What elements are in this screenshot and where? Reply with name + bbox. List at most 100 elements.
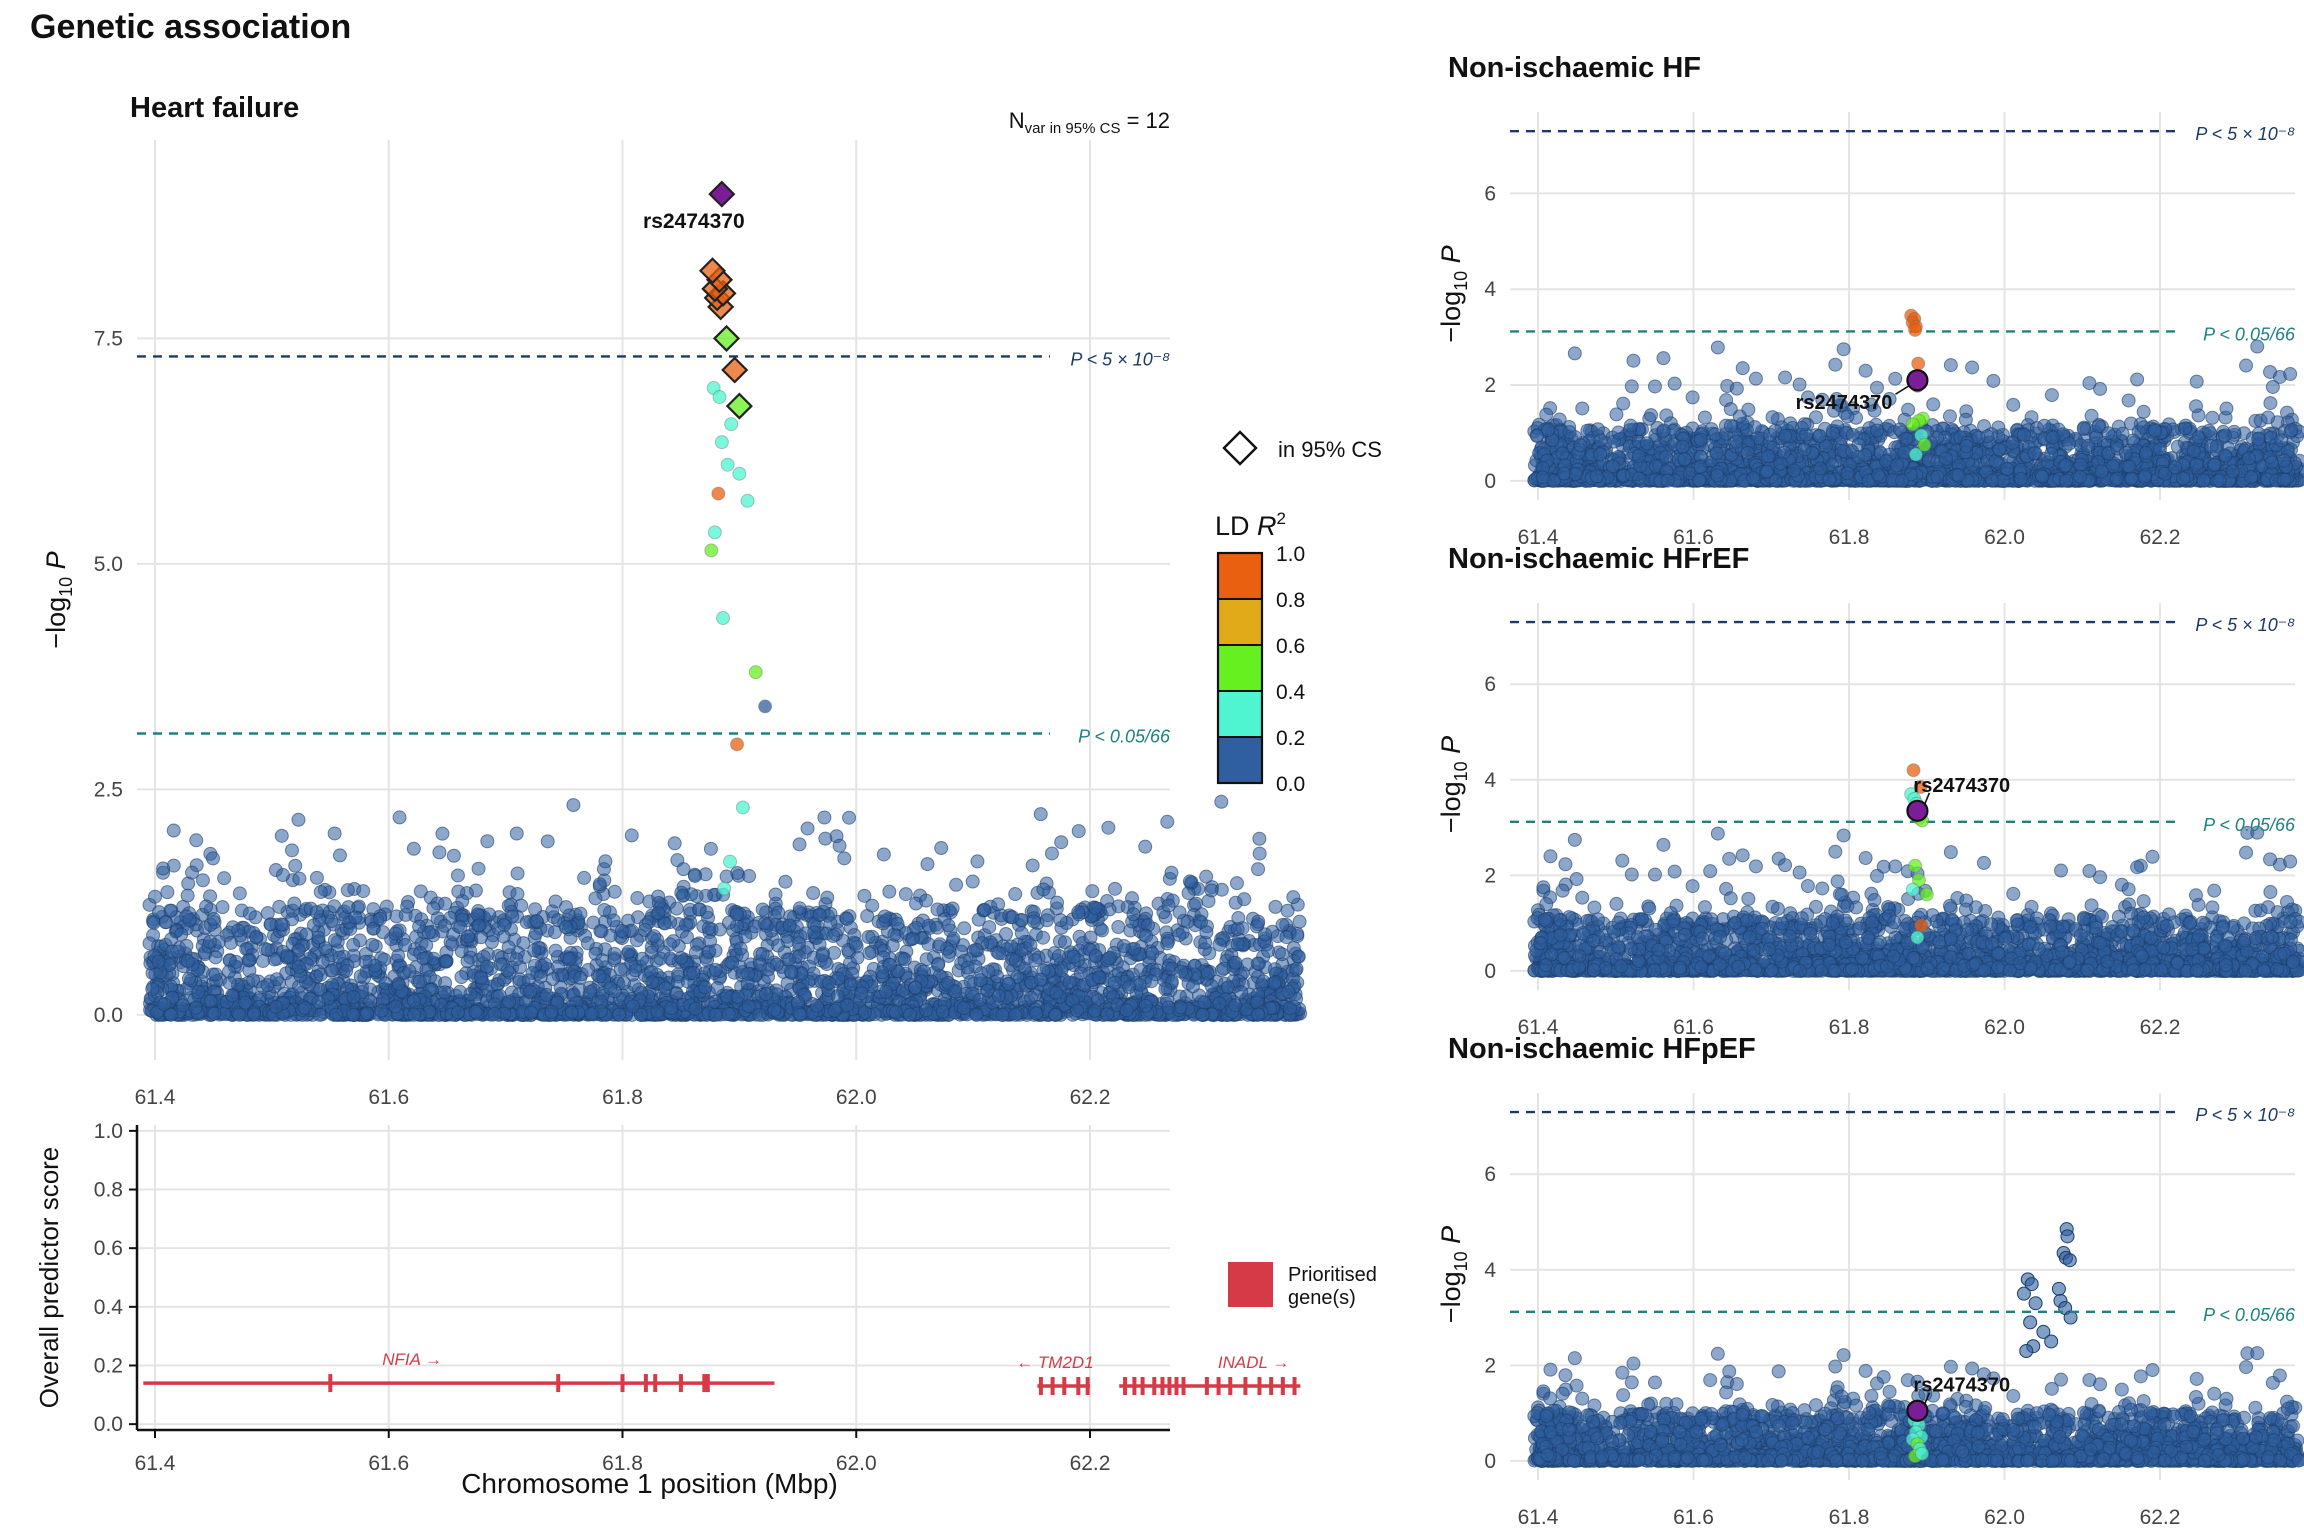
variant-point [817, 810, 832, 825]
variant-point [822, 976, 837, 991]
variant-point [767, 1002, 782, 1017]
variant-point [2239, 358, 2254, 373]
variant-point [145, 982, 160, 997]
variant-point [1066, 949, 1081, 964]
variant-point [1116, 938, 1131, 953]
variant-point [439, 954, 454, 969]
variant-point [510, 866, 525, 881]
gene-exon [1132, 1377, 1137, 1396]
variant-point [1144, 974, 1159, 989]
variant-point [1054, 835, 1069, 850]
variant-point [2283, 367, 2298, 382]
variant-point [1212, 996, 1227, 1011]
variant-point [242, 906, 257, 921]
gene-exon [1038, 1377, 1043, 1396]
variant-point [848, 936, 863, 951]
credible-set-diamond [721, 356, 749, 384]
variant-point [1836, 342, 1851, 357]
variant-point [1228, 998, 1243, 1013]
variant-point [645, 975, 660, 990]
variant-point [678, 917, 693, 932]
variant-point [1008, 953, 1023, 968]
variant-point [977, 902, 992, 917]
variant-point [882, 884, 897, 899]
variant-point [471, 918, 486, 933]
variant-point [1279, 930, 1294, 945]
variant-point [2082, 376, 2097, 391]
variant-point [1174, 964, 1189, 979]
variant-point [768, 887, 783, 902]
variant-point [309, 905, 324, 920]
variant-point [792, 901, 807, 916]
variant-point [474, 930, 489, 945]
variant-point [702, 944, 717, 959]
variant-point [274, 828, 289, 843]
variant-point [249, 929, 264, 944]
variant-point [388, 926, 403, 941]
ld-point [704, 543, 719, 558]
variant-point [647, 929, 662, 944]
variant-point [854, 986, 869, 1001]
variant-point [208, 950, 223, 965]
ld-point [732, 466, 747, 481]
variant-point [815, 948, 830, 963]
variant-point [1251, 862, 1266, 877]
variant-point [412, 919, 427, 934]
ld-point [714, 435, 729, 450]
ld-point [740, 493, 755, 508]
variant-point [991, 897, 1006, 912]
variant-point [738, 929, 753, 944]
variant-point [1087, 1003, 1102, 1018]
variant-point [400, 899, 415, 914]
variant-point [890, 916, 905, 931]
variant-point [820, 890, 835, 905]
variant-point [651, 906, 666, 921]
variant-point [1005, 910, 1020, 925]
variant-point [487, 1006, 502, 1021]
variant-point [945, 901, 960, 916]
variant-point [1942, 409, 1957, 424]
variant-point [703, 841, 718, 856]
variant-point [551, 959, 566, 974]
variant-point [1858, 363, 1873, 378]
variant-point [674, 885, 689, 900]
variant-point [402, 964, 417, 979]
variant-point [960, 960, 975, 975]
variant-point [2263, 396, 2278, 411]
variant-point [932, 937, 947, 952]
variant-point [1624, 379, 1639, 394]
variant-point [527, 943, 542, 958]
variant-point [502, 994, 517, 1009]
variant-point [991, 946, 1006, 961]
variant-point [1199, 869, 1214, 884]
variant-point [1220, 980, 1235, 995]
variant-point [509, 826, 524, 841]
ld-point [707, 525, 722, 540]
variant-point [164, 1007, 179, 1022]
variant-point [1567, 346, 1582, 361]
variant-point [2188, 399, 2203, 414]
variant-point [800, 821, 815, 836]
variant-point [451, 1005, 466, 1020]
variant-point [708, 1007, 723, 1022]
variant-point [188, 1000, 203, 1015]
variant-point [1193, 915, 1208, 930]
variant-point [935, 1004, 950, 1019]
ld-point [716, 611, 731, 626]
variant-point [2024, 410, 2039, 425]
variant-point [792, 837, 807, 852]
variant-point [606, 913, 621, 928]
variant-point [1071, 824, 1086, 839]
gene-exon [1085, 1377, 1090, 1396]
variant-point [207, 1006, 222, 1021]
gene-exon [653, 1374, 658, 1393]
variant-point [725, 955, 740, 970]
variant-point [1048, 1007, 1063, 1022]
variant-point [771, 905, 786, 920]
variant-point [721, 1006, 736, 1021]
variant-point [826, 929, 841, 944]
ld-point [730, 737, 745, 752]
variant-point [1656, 351, 1671, 366]
variant-point [584, 1007, 599, 1022]
variant-point [356, 884, 371, 899]
